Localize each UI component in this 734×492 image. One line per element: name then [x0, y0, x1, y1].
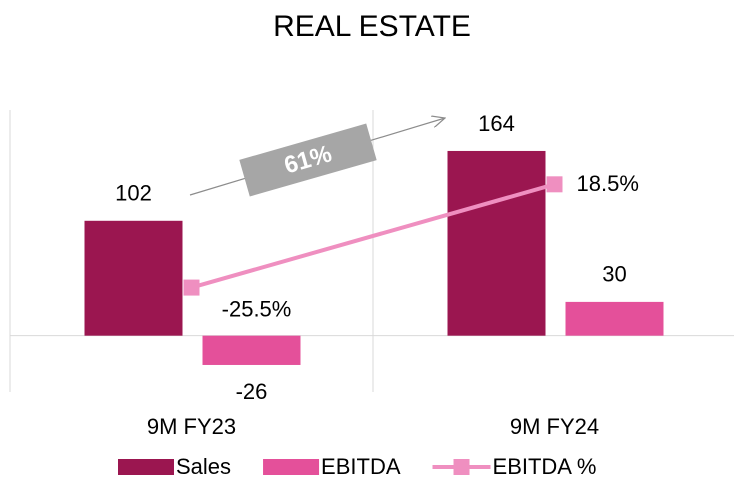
legend-swatch [263, 459, 320, 475]
bar [447, 150, 546, 336]
x-tick-label: 9M FY24 [510, 414, 599, 439]
growth-annotation: 61% [189, 118, 445, 197]
bar [202, 335, 301, 365]
line-marker [546, 176, 563, 193]
legend-label: EBITDA [321, 454, 401, 479]
value-label: 18.5% [577, 171, 639, 196]
legend-label: EBITDA % [493, 454, 597, 479]
value-label: 102 [115, 181, 152, 206]
line-marker [183, 279, 200, 296]
legend-label: Sales [176, 454, 231, 479]
legend-swatch [118, 459, 174, 475]
x-tick-label: 9M FY23 [147, 414, 236, 439]
value-label: -25.5% [222, 296, 292, 321]
badge-box [239, 123, 377, 197]
value-label: 30 [602, 262, 626, 287]
bar [565, 301, 664, 336]
bar [84, 220, 183, 336]
line [190, 182, 556, 290]
value-label: -26 [236, 379, 268, 404]
legend-swatch-marker [453, 459, 470, 475]
growth-badge: 61% [239, 123, 377, 197]
value-label: 164 [478, 111, 515, 136]
chart-title: REAL ESTATE [273, 10, 471, 43]
